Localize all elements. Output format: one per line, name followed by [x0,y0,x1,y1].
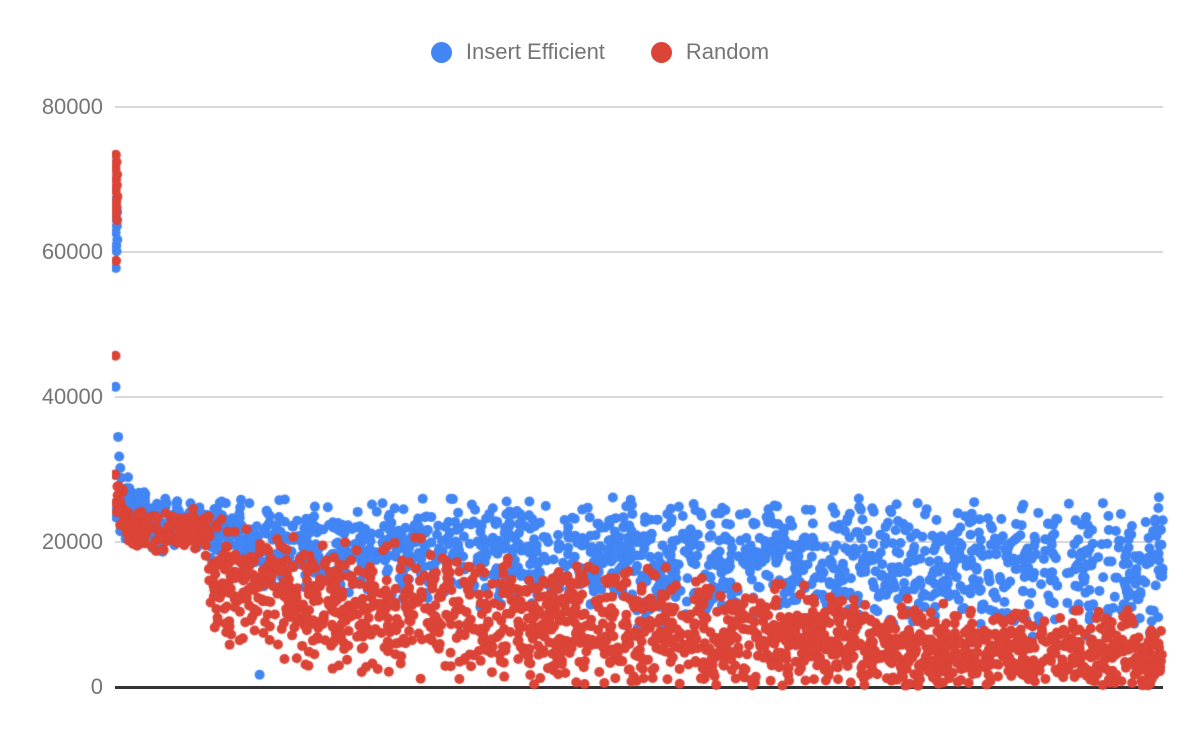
legend-item-insert-efficient: Insert Efficient [430,39,605,65]
legend-item-random: Random [650,39,770,65]
chart-legend: Insert Efficient Random [0,34,1200,70]
legend-marker-random-icon [650,41,672,63]
legend-label-random: Random [685,39,770,64]
legend-marker-insert-efficient-icon [430,41,452,63]
legend-label-insert-efficient: Insert Efficient [465,39,605,64]
